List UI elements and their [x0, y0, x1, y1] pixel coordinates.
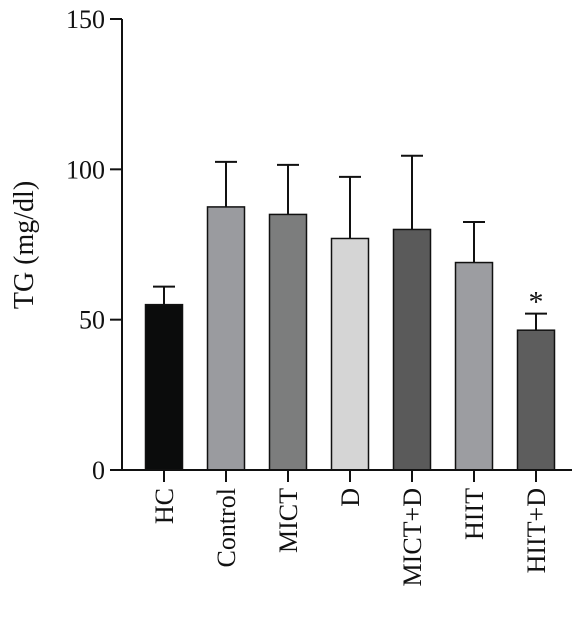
x-tick-label: MICT+D: [398, 488, 427, 586]
bar: [330, 237, 370, 471]
x-tick-label: MICT: [274, 488, 303, 553]
y-tick-label: 100: [66, 155, 105, 184]
bar: [144, 303, 184, 471]
y-tick-label: 150: [66, 5, 105, 34]
bar: [516, 329, 556, 471]
bar: [268, 213, 308, 471]
x-tick-label: HIIT+D: [522, 488, 551, 573]
bar: [206, 206, 246, 471]
x-tick-label: D: [336, 488, 365, 507]
bar: [392, 228, 432, 471]
y-axis: 0 50 100 150: [66, 5, 123, 485]
y-tick-label: 50: [79, 306, 105, 335]
bar: [454, 261, 494, 471]
x-tick-label: HIIT: [460, 488, 489, 540]
bars: *: [144, 154, 556, 471]
significance-marker: *: [529, 286, 544, 319]
x-tick-label: HC: [150, 488, 179, 524]
y-axis-title: TG (mg/dl): [9, 181, 40, 309]
x-tick-label: Control: [212, 488, 241, 567]
x-axis: HC Control MICT D MICT+D HIIT HIIT+D: [122, 469, 572, 586]
y-tick-label: 0: [92, 456, 105, 485]
